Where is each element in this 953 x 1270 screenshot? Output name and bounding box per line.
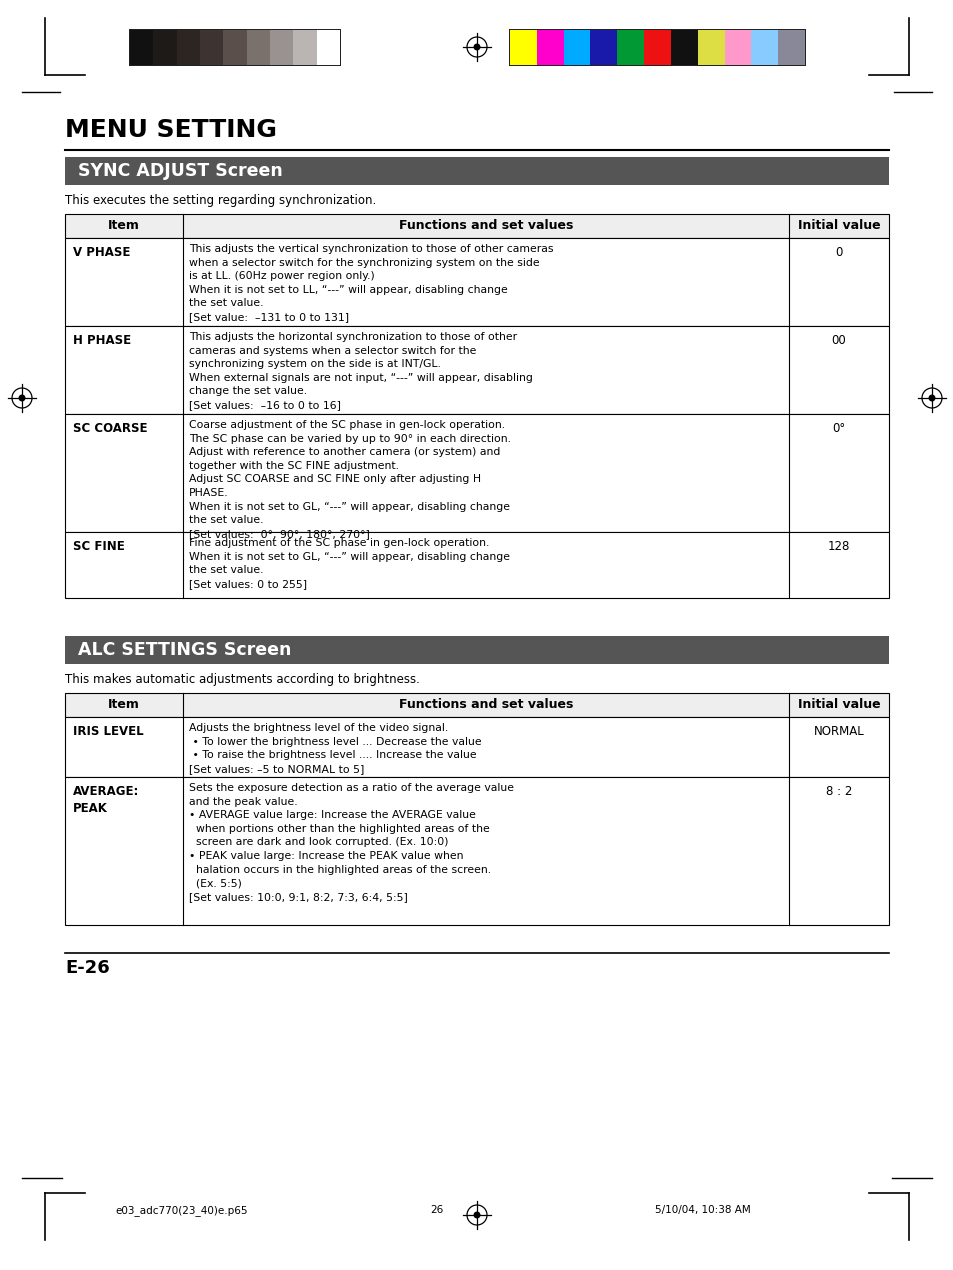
Bar [65, 215, 888, 237]
Bar [65, 532, 888, 598]
Bar [65, 414, 888, 532]
Bar [176, 30, 200, 65]
Circle shape [473, 1212, 480, 1218]
Bar [200, 30, 223, 65]
Bar [65, 777, 888, 925]
Text: 128: 128 [827, 540, 849, 552]
Text: Initial value: Initial value [797, 698, 880, 711]
Bar [65, 636, 888, 664]
Text: SC COARSE: SC COARSE [73, 422, 148, 436]
Bar [65, 157, 888, 185]
Circle shape [927, 395, 935, 401]
Text: 8 : 2: 8 : 2 [825, 785, 851, 798]
Text: This makes automatic adjustments according to brightness.: This makes automatic adjustments accordi… [65, 673, 419, 686]
Bar [270, 30, 293, 65]
Bar [617, 30, 643, 65]
Text: Functions and set values: Functions and set values [398, 218, 573, 232]
Bar [316, 30, 339, 65]
Bar [537, 30, 563, 65]
Text: IRIS LEVEL: IRIS LEVEL [73, 725, 144, 738]
Text: H PHASE: H PHASE [73, 334, 131, 347]
Bar [751, 30, 778, 65]
Bar [697, 30, 723, 65]
Bar [510, 30, 537, 65]
Bar [670, 30, 697, 65]
Text: E-26: E-26 [65, 959, 110, 977]
Bar [130, 30, 153, 65]
Text: 0°: 0° [832, 422, 844, 436]
Bar [153, 30, 176, 65]
Text: Initial value: Initial value [797, 218, 880, 232]
Text: This adjusts the vertical synchronization to those of other cameras
when a selec: This adjusts the vertical synchronizatio… [189, 244, 553, 323]
Text: SYNC ADJUST Screen: SYNC ADJUST Screen [78, 163, 282, 180]
Circle shape [473, 43, 480, 51]
Text: AVERAGE:
PEAK: AVERAGE: PEAK [73, 785, 139, 815]
Text: 0: 0 [835, 246, 841, 259]
Bar [223, 30, 247, 65]
Text: e03_adc770(23_40)e.p65: e03_adc770(23_40)e.p65 [115, 1205, 247, 1215]
Text: This executes the setting regarding synchronization.: This executes the setting regarding sync… [65, 194, 375, 207]
Bar [778, 30, 804, 65]
Text: Functions and set values: Functions and set values [398, 698, 573, 711]
Circle shape [18, 395, 26, 401]
Text: Item: Item [108, 698, 140, 711]
Text: NORMAL: NORMAL [813, 725, 863, 738]
Text: ALC SETTINGS Screen: ALC SETTINGS Screen [78, 641, 291, 659]
Text: Fine adjustment of the SC phase in gen-lock operation.
When it is not set to GL,: Fine adjustment of the SC phase in gen-l… [189, 538, 510, 589]
Text: 00: 00 [831, 334, 845, 347]
Text: Coarse adjustment of the SC phase in gen-lock operation.
The SC phase can be var: Coarse adjustment of the SC phase in gen… [189, 420, 511, 538]
Bar [65, 693, 888, 718]
Text: V PHASE: V PHASE [73, 246, 131, 259]
Bar [65, 718, 888, 777]
Bar [129, 29, 340, 66]
Text: Sets the exposure detection as a ratio of the average value
and the peak value.
: Sets the exposure detection as a ratio o… [189, 784, 514, 902]
Text: Adjusts the brightness level of the video signal.
 • To lower the brightness lev: Adjusts the brightness level of the vide… [189, 723, 481, 773]
Bar [509, 29, 805, 66]
Bar [293, 30, 316, 65]
Text: SC FINE: SC FINE [73, 540, 125, 552]
Text: MENU SETTING: MENU SETTING [65, 118, 276, 142]
Bar [65, 326, 888, 414]
Bar [563, 30, 590, 65]
Bar [247, 30, 270, 65]
Text: This adjusts the horizontal synchronization to those of other
cameras and system: This adjusts the horizontal synchronizat… [189, 331, 533, 410]
Text: 26: 26 [430, 1205, 443, 1215]
Bar [643, 30, 670, 65]
Bar [65, 237, 888, 326]
Bar [590, 30, 617, 65]
Text: 5/10/04, 10:38 AM: 5/10/04, 10:38 AM [655, 1205, 750, 1215]
Bar [723, 30, 751, 65]
Text: Item: Item [108, 218, 140, 232]
